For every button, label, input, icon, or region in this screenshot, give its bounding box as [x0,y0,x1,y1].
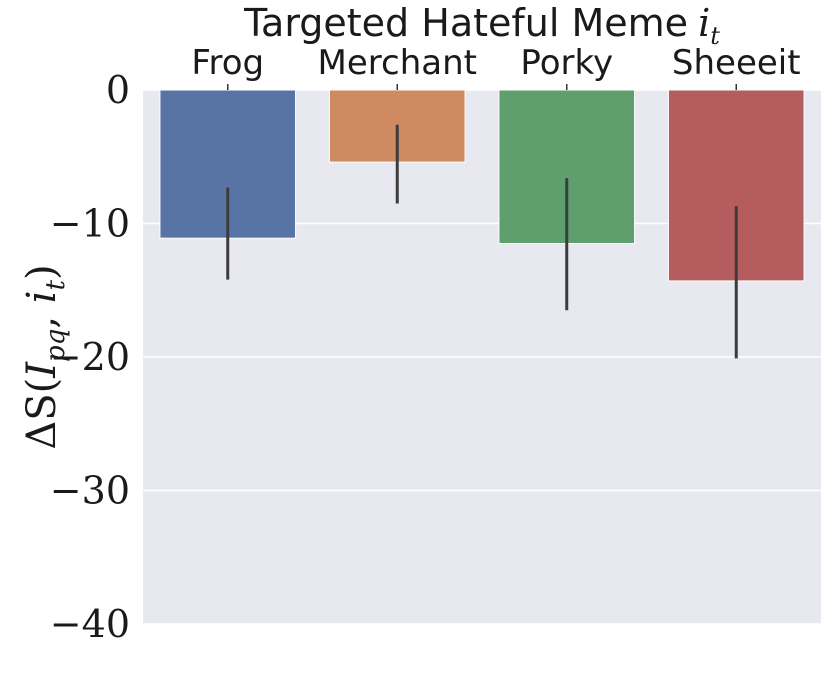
y-axis-label: ΔS(Ipq, it) [19,264,71,449]
title-math: i [698,1,710,45]
y-tick-label: −10 [50,202,130,246]
ylabel-sep: , [19,303,65,328]
ylabel-prefix: ΔS( [19,378,65,450]
x-ticks: Frog Merchant Porky Sheeeit [191,43,801,90]
ylabel-suffix: ) [19,264,65,280]
ylabel-I: I [19,361,65,379]
y-tick-label: −20 [50,335,130,379]
y-tick-label: −30 [50,469,130,513]
title-math-sub: t [710,22,720,50]
title-text: Targeted Hateful Meme [243,1,688,45]
y-tick-label: 0 [106,68,130,112]
x-tick-label: Porky [520,43,613,83]
x-tick-label: Sheeeit [672,43,801,83]
ylabel-i-sub: t [41,279,71,290]
ylabel-I-sub: pq [41,329,71,362]
chart-title: Targeted Hateful Meme it [243,1,720,50]
y-tick-labels: 0 −10 −20 −30 −40 [50,68,130,646]
y-tick-label: −40 [50,602,130,646]
error-bars [226,124,738,359]
x-tick-label: Frog [191,43,264,83]
ylabel-i: i [19,290,65,303]
x-tick-label: Merchant [318,43,477,83]
